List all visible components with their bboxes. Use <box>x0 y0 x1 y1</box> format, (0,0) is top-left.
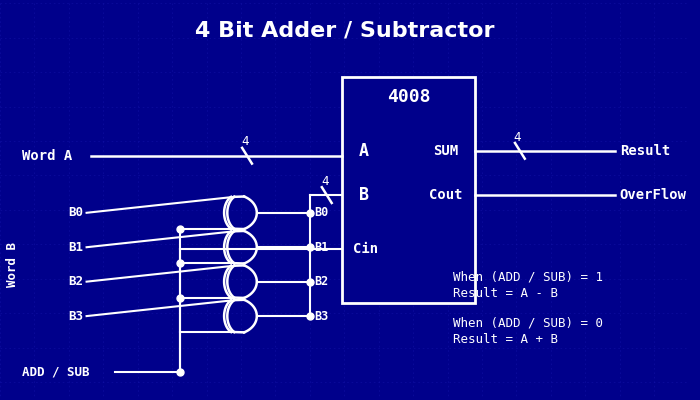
Text: 4: 4 <box>321 175 328 188</box>
Text: 4008: 4008 <box>387 88 430 106</box>
Text: B3: B3 <box>314 310 328 322</box>
Text: 4: 4 <box>513 130 521 144</box>
Text: B3: B3 <box>69 310 83 322</box>
Text: B2: B2 <box>314 275 328 288</box>
Text: B0: B0 <box>314 206 328 219</box>
Text: SUM: SUM <box>433 144 459 158</box>
Bar <box>342 77 475 303</box>
Text: Word A: Word A <box>22 149 72 163</box>
Text: OverFlow: OverFlow <box>620 188 687 202</box>
Text: B2: B2 <box>69 275 83 288</box>
Text: Word B: Word B <box>6 242 20 287</box>
Text: 4: 4 <box>241 136 248 148</box>
Text: Result: Result <box>620 144 670 158</box>
Text: B: B <box>359 186 369 204</box>
Text: B0: B0 <box>69 206 83 219</box>
Text: B1: B1 <box>69 241 83 254</box>
Text: B1: B1 <box>314 241 328 254</box>
Text: Cout: Cout <box>429 188 463 202</box>
Text: 4 Bit Adder / Subtractor: 4 Bit Adder / Subtractor <box>195 21 494 41</box>
Text: Result = A + B: Result = A + B <box>452 333 557 346</box>
Text: Cin: Cin <box>354 242 379 256</box>
Text: When (ADD / SUB) = 0: When (ADD / SUB) = 0 <box>452 316 603 330</box>
Text: Result = A - B: Result = A - B <box>452 287 557 300</box>
Text: A: A <box>359 142 369 160</box>
Text: ADD / SUB: ADD / SUB <box>22 366 89 379</box>
Text: When (ADD / SUB) = 1: When (ADD / SUB) = 1 <box>452 270 603 283</box>
